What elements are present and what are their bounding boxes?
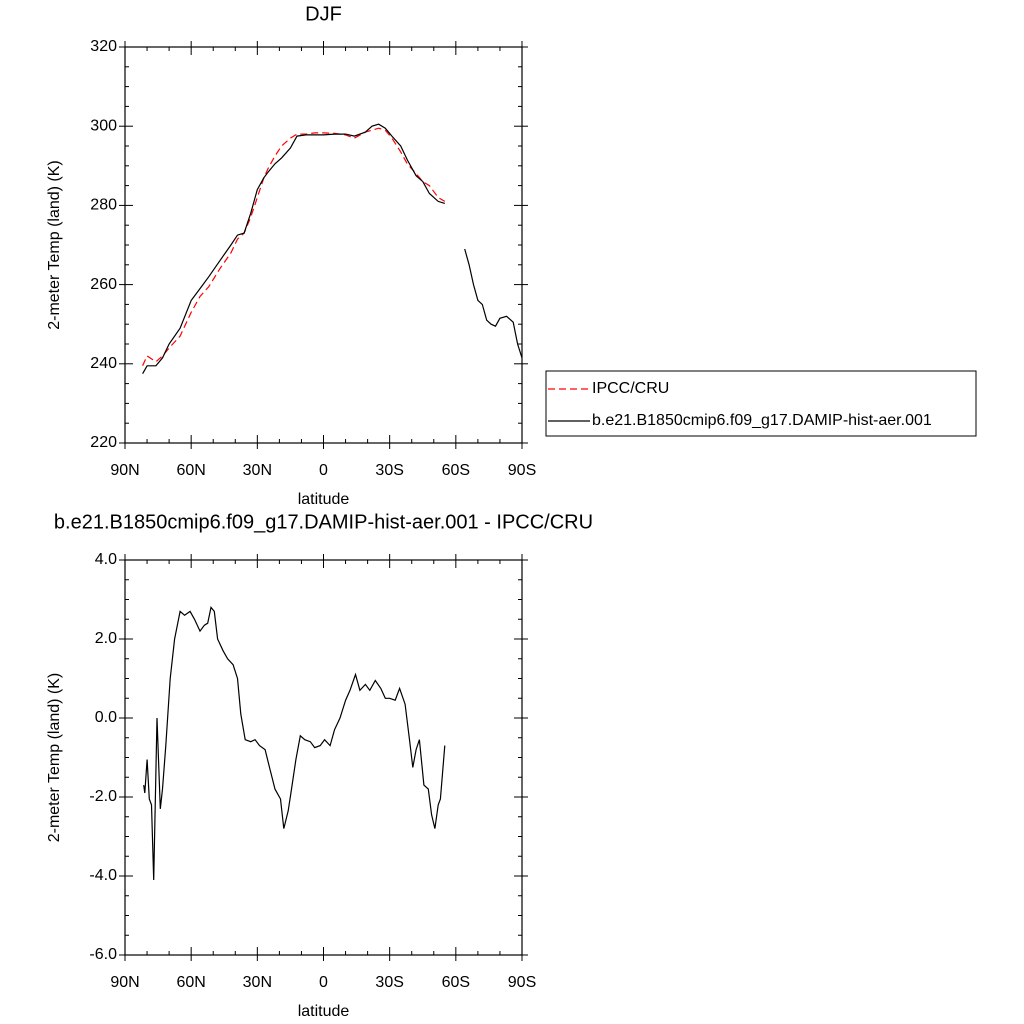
y-tick-label: 300 bbox=[90, 117, 117, 134]
y-tick-label: 320 bbox=[90, 38, 117, 55]
x-tick-label: 60S bbox=[442, 974, 470, 991]
x-tick-label: 60N bbox=[176, 974, 205, 991]
y-tick-label: 4.0 bbox=[95, 551, 117, 568]
y-tick-label: -2.0 bbox=[89, 788, 117, 805]
x-tick-label: 60N bbox=[176, 462, 205, 479]
y-tick-label: 280 bbox=[90, 197, 117, 214]
x-tick-label: 30S bbox=[375, 462, 403, 479]
x-tick-label: 0 bbox=[319, 974, 328, 991]
data-line bbox=[142, 123, 523, 374]
y-tick-label: 220 bbox=[90, 434, 117, 451]
y-tick-label: -4.0 bbox=[89, 867, 117, 884]
data-line bbox=[142, 127, 446, 367]
x-axis-label: latitude bbox=[298, 491, 350, 508]
x-axis-label: latitude bbox=[298, 1003, 350, 1020]
y-axis-label: 2-meter Temp (land) (K) bbox=[46, 160, 63, 330]
legend-label: b.e21.B1850cmip6.f09_g17.DAMIP-hist-aer.… bbox=[592, 412, 932, 429]
legend-label: IPCC/CRU bbox=[592, 380, 669, 397]
x-tick-label: 0 bbox=[319, 462, 328, 479]
x-tick-label: 30S bbox=[375, 974, 403, 991]
y-axis-label: 2-meter Temp (land) (K) bbox=[46, 673, 63, 843]
x-tick-label: 30N bbox=[243, 974, 272, 991]
y-tick-label: 0.0 bbox=[95, 709, 117, 726]
chart-title: b.e21.B1850cmip6.f09_g17.DAMIP-hist-aer.… bbox=[54, 511, 593, 533]
y-tick-label: -6.0 bbox=[89, 946, 117, 963]
chart-title: DJF bbox=[305, 3, 342, 25]
plot-frame bbox=[124, 46, 523, 444]
x-tick-label: 90S bbox=[508, 462, 536, 479]
legend-box bbox=[545, 370, 977, 437]
y-tick-label: 260 bbox=[90, 276, 117, 293]
y-tick-label: 2.0 bbox=[95, 630, 117, 647]
x-tick-label: 30N bbox=[243, 462, 272, 479]
x-tick-label: 90N bbox=[110, 462, 139, 479]
x-tick-label: 90N bbox=[110, 974, 139, 991]
x-tick-label: 90S bbox=[508, 974, 536, 991]
plot-frame bbox=[124, 559, 523, 956]
y-tick-label: 240 bbox=[90, 355, 117, 372]
x-tick-label: 60S bbox=[442, 462, 470, 479]
data-line bbox=[143, 606, 446, 881]
